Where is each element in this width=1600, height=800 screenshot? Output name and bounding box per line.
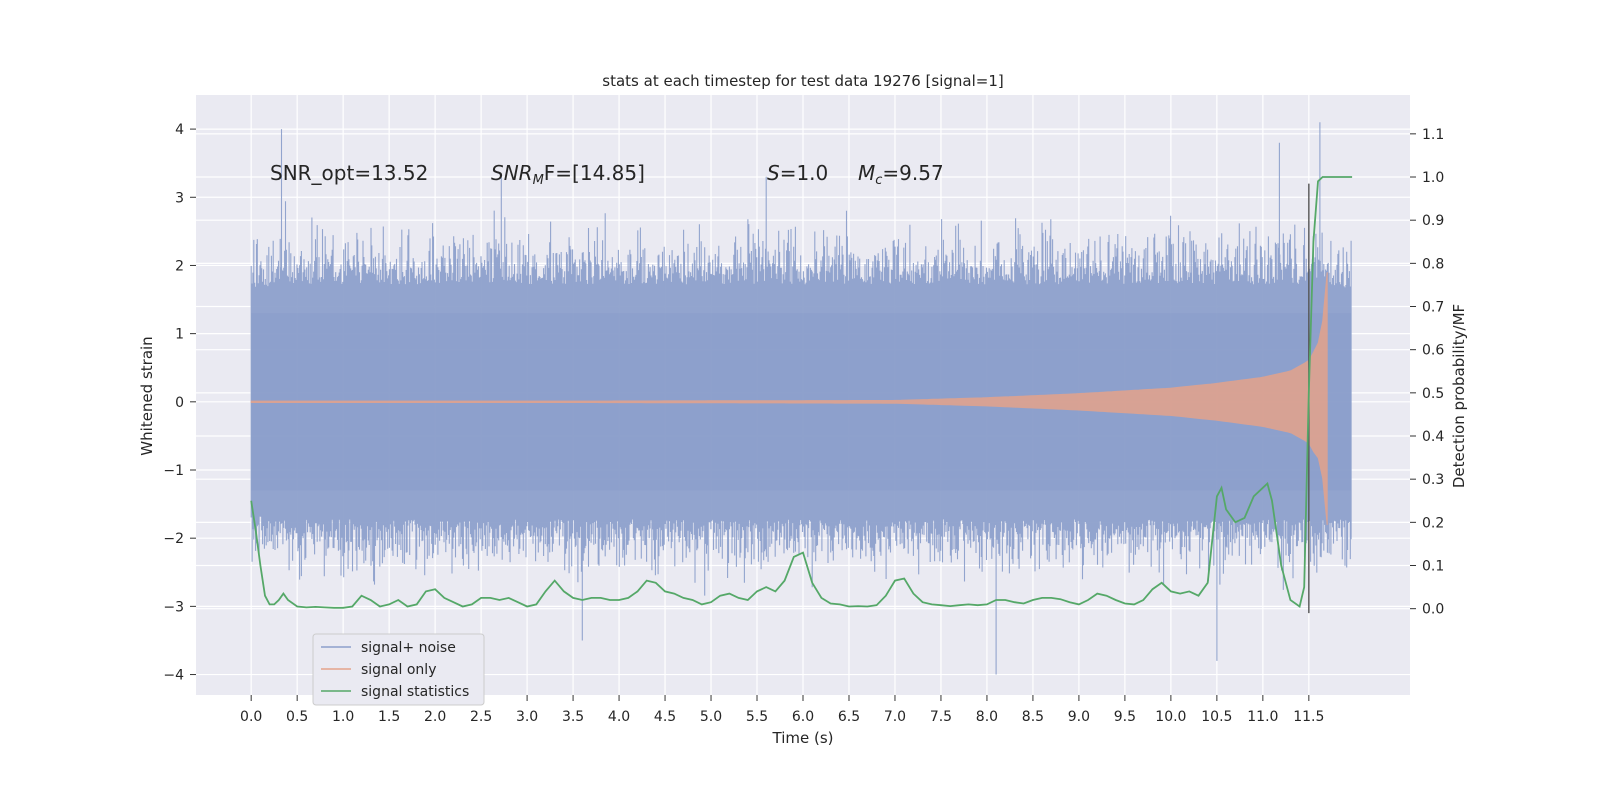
y-left-tick-label: −1 [163,463,184,479]
legend-box [312,633,485,706]
x-tick-label: 0.0 [240,709,262,725]
x-tick-label: 9.5 [1114,709,1136,725]
x-tick-label: 0.5 [286,709,308,725]
signal-only-trace [250,272,1328,525]
mc-annotation: Mc=9.57 [858,161,944,188]
y-right-tick-label: 0.8 [1422,256,1444,272]
y-left-tick-label: 4 [175,122,184,138]
x-tick-label: 10.0 [1155,709,1186,725]
y-left-tick-label: −4 [163,668,184,684]
x-tick-label: 2.5 [470,709,492,725]
y-left-tick-label: 3 [175,190,184,206]
x-axis-label: Time (s) [772,729,834,747]
x-tick-label: 4.0 [608,709,630,725]
snr-mf-symbol: SNR [491,161,533,185]
legend-label-stats: signal statistics [361,684,469,700]
x-tick-label: 9.0 [1068,709,1090,725]
y-right-tick-label: 0.7 [1422,300,1444,316]
x-tick-label: 10.5 [1201,709,1232,725]
x-tick-label: 6.5 [838,709,860,725]
y-left-tick-label: 2 [175,258,184,274]
right-y-axis-ticks: 1.1 1.0 0.9 0.8 0.7 0.6 0.5 0.4 0.3 0.2 0.1 0.0 [1410,127,1444,618]
y-left-tick-label: 0 [175,395,184,411]
y-right-tick-label: 0.4 [1422,429,1444,445]
x-tick-label: 7.0 [884,709,906,725]
x-tick-label: 6.0 [792,709,814,725]
legend-label-noise: signal+ noise [361,640,456,656]
x-tick-label: 2.0 [424,709,446,725]
snr-opt-annotation: SNR_opt=13.52 [270,161,428,185]
left-y-axis-ticks: 4 3 2 1 0 −1 −2 −3 −4 [163,122,196,684]
x-tick-label: 5.0 [700,709,722,725]
s-symbol: S [767,161,780,185]
y-right-tick-label: 0.0 [1422,602,1444,618]
mc-subscript: c [875,173,882,188]
y-right-tick-label: 1.1 [1422,127,1444,143]
snr-mf-subscript: M [533,173,544,188]
x-tick-label: 11.5 [1293,709,1324,725]
legend: signal+ noise signal only signal statist… [312,633,485,706]
y-left-tick-label: −3 [163,599,184,615]
signal-statistics-series [250,176,1353,609]
y-right-tick-label: 0.2 [1422,515,1444,531]
s-value: =1.0 [780,161,829,185]
x-tick-label: 1.0 [332,709,354,725]
left-y-axis-label: Whitened strain [138,336,156,455]
y-right-tick-label: 0.3 [1422,472,1444,488]
x-tick-label: 7.5 [930,709,952,725]
chart-title: stats at each timestep for test data 192… [602,72,1003,90]
y-left-tick-label: 1 [175,327,184,343]
right-y-axis-label: Detection probability/MF [1450,304,1468,488]
x-tick-label: 3.5 [562,709,584,725]
y-right-tick-label: 0.1 [1422,559,1444,575]
y-left-tick-label: −2 [163,531,184,547]
y-right-tick-label: 0.5 [1422,386,1444,402]
legend-label-signal: signal only [361,662,436,678]
x-tick-label: 5.5 [746,709,768,725]
x-tick-label: 1.5 [378,709,400,725]
x-tick-label: 3.0 [516,709,538,725]
y-right-tick-label: 0.9 [1422,213,1444,229]
x-tick-label: 8.0 [976,709,998,725]
s-annotation: S=1.0 [767,161,828,185]
snr-mf-value: F=[14.85] [544,161,645,185]
signal-statistics-trace [250,176,1353,609]
snr-mf-annotation: SNRMF=[14.85] [491,161,645,188]
x-tick-label: 8.5 [1022,709,1044,725]
x-tick-label: 11.0 [1247,709,1278,725]
mc-value: =9.57 [882,161,943,185]
x-tick-label: 4.5 [654,709,676,725]
y-right-tick-label: 1.0 [1422,170,1444,186]
mc-symbol: M [858,161,875,185]
x-axis-ticks: 0.0 0.5 1.0 1.5 2.0 2.5 3.0 3.5 4.0 4.5 5.0 5.5 6.0 6… [240,695,1324,725]
y-right-tick-label: 0.6 [1422,343,1444,359]
